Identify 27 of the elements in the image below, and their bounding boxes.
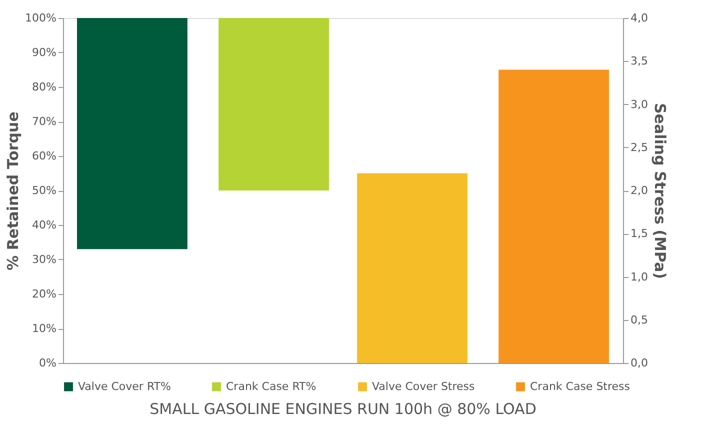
- y-tick-label: 70%: [32, 115, 56, 128]
- y-tick-label: 10%: [32, 322, 56, 335]
- y-tick-label: 60%: [32, 150, 56, 162]
- y2-tick-label: 0,0: [630, 356, 648, 370]
- y-tick-label: 0%: [39, 356, 56, 370]
- y2-tick-label: 2,0: [630, 184, 648, 197]
- legend-label: Crank Case Stress: [530, 380, 630, 393]
- y2-axis-title: Sealing Stress (MPa): [650, 103, 669, 279]
- y-tick-label: 50%: [32, 184, 56, 197]
- y2-tick-label: 0,5: [630, 313, 648, 326]
- y2-tick-label: 4,0: [630, 12, 648, 24]
- y2-tick-label: 3,5: [630, 54, 648, 68]
- y-tick-label: 100%: [25, 12, 56, 24]
- y-tick-label: 40%: [32, 218, 56, 232]
- legend-label: Crank Case RT%: [226, 380, 316, 393]
- legend-label: Valve Cover Stress: [372, 380, 476, 393]
- y-tick-label: 90%: [32, 46, 56, 59]
- legend-label: Valve Cover RT%: [78, 380, 171, 393]
- y2-tick-label: 3,0: [630, 98, 648, 111]
- y2-tick-label: 2,5: [630, 140, 648, 154]
- y-axis-title: % Retained Torque: [4, 112, 22, 270]
- y2-tick-label: 1,0: [630, 270, 648, 284]
- x-axis-title: SMALL GASOLINE ENGINES RUN 100h @ 80% LOAD: [150, 400, 536, 418]
- y-tick-label: 30%: [32, 253, 56, 266]
- y2-tick-label: 1,5: [630, 227, 648, 240]
- y-tick-label: 20%: [32, 288, 56, 300]
- y-tick-label: 80%: [32, 80, 56, 94]
